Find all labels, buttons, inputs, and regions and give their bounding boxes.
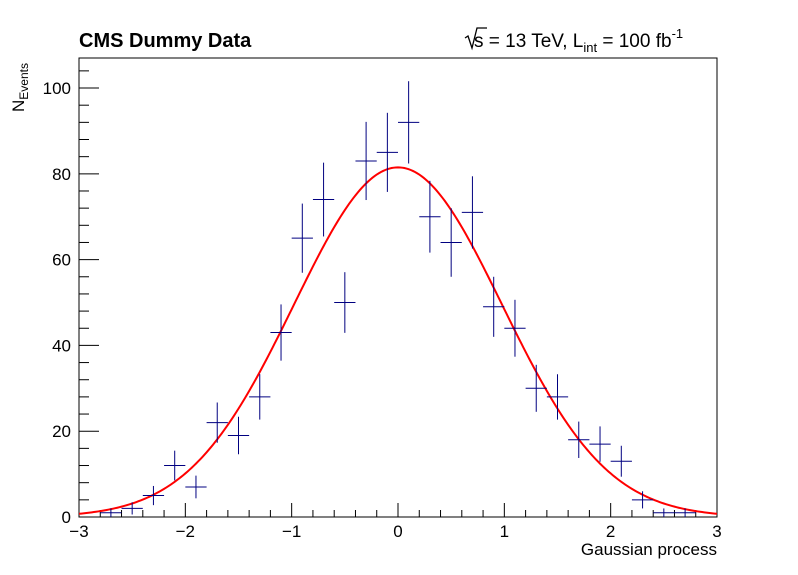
x-tick-label: 1 <box>500 522 509 541</box>
lumi-value: = 100 fb <box>597 31 671 52</box>
gaussian-fit-line <box>78 166 718 515</box>
data-point <box>440 208 462 277</box>
data-point <box>631 491 654 509</box>
y-tick-label: 0 <box>62 508 71 527</box>
data-point <box>674 508 696 517</box>
data-point <box>504 299 526 357</box>
data-point <box>546 374 569 420</box>
data-point <box>419 180 441 253</box>
y-axis: 0 20 40 60 80 100 <box>43 70 99 527</box>
data-point <box>249 374 271 420</box>
data-point <box>461 176 484 249</box>
lumi-sqrt-s: s <box>474 31 484 52</box>
y-tick-label: 80 <box>52 165 71 184</box>
lumi-label: s = 13 TeV, Lint = 100 fb-1 <box>464 26 683 55</box>
data-point <box>568 421 590 458</box>
data-point <box>227 416 250 455</box>
data-point <box>142 485 165 506</box>
x-tick-label: −3 <box>69 522 88 541</box>
data-point <box>398 81 420 164</box>
lumi-int-sub: int <box>583 40 597 55</box>
svg-text:s = 13 TeV, Lint = 100 fb-1: s = 13 TeV, Lint = 100 fb-1 <box>474 26 683 55</box>
y-tick-label: 40 <box>52 336 71 355</box>
lumi-unit-sup: -1 <box>672 26 684 41</box>
y-tick-label: 20 <box>52 422 71 441</box>
x-axis-title: Gaussian process <box>581 540 717 559</box>
data-point <box>525 364 547 412</box>
data-points <box>100 81 696 517</box>
data-point <box>589 426 611 462</box>
sqrt-sign <box>464 27 487 51</box>
x-tick-label: 3 <box>712 522 721 541</box>
data-point <box>291 203 313 273</box>
data-point <box>610 445 632 477</box>
data-point <box>206 402 228 443</box>
lumi-energy: = 13 TeV, L <box>484 31 584 52</box>
data-point <box>312 162 335 237</box>
data-point <box>121 502 143 515</box>
data-point <box>270 304 292 361</box>
data-point <box>185 475 207 499</box>
data-point <box>334 272 356 333</box>
y-tick-label: 60 <box>52 251 71 270</box>
y-axis-title: NEvents <box>9 63 31 112</box>
data-point <box>376 112 398 192</box>
fit-curve <box>78 166 718 515</box>
chart-title: CMS Dummy Data <box>79 30 252 52</box>
y-tick-label: 100 <box>43 79 71 98</box>
x-axis: −3 −2 −1 0 1 2 3 <box>69 503 722 541</box>
data-point <box>355 121 377 201</box>
y-axis-title-main: N <box>9 100 28 112</box>
data-point <box>100 508 122 517</box>
y-axis-title-sub: Events <box>17 63 31 100</box>
x-tick-label: 0 <box>393 522 402 541</box>
x-tick-label: −1 <box>282 522 301 541</box>
data-point <box>653 508 675 517</box>
data-point <box>164 450 186 481</box>
x-tick-label: −2 <box>176 522 195 541</box>
x-tick-label: 2 <box>606 522 615 541</box>
data-point <box>483 276 505 337</box>
